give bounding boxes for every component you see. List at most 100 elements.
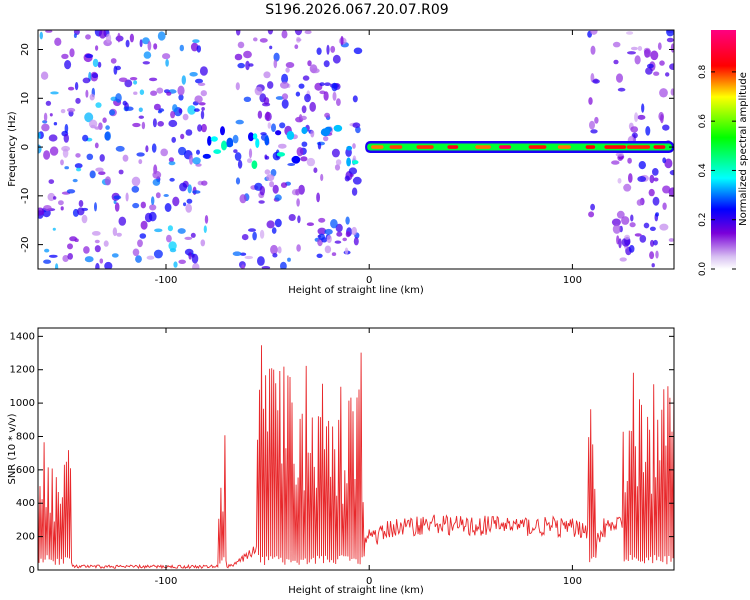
- heatmap-cell: [300, 156, 308, 162]
- heatmap-cell: [615, 152, 624, 157]
- heatmap-cell: [241, 264, 245, 269]
- heatmap-cell: [286, 130, 295, 140]
- heatmap-cell: [618, 238, 622, 249]
- heatmap-cell: [298, 83, 305, 89]
- heatmap-cell: [48, 254, 58, 258]
- heatmap-cell: [221, 140, 227, 151]
- heatmap-cell: [45, 100, 52, 106]
- heatmap-cell: [333, 124, 343, 132]
- heatmap-cell: [102, 117, 107, 123]
- heatmap-cell: [247, 158, 253, 164]
- heatmap-cell: [232, 134, 239, 144]
- heatmap-cell: [335, 159, 342, 166]
- x-tick-label: 0: [366, 275, 372, 286]
- heatmap-cell: [173, 261, 178, 268]
- heatmap-cell: [669, 169, 674, 176]
- heatmap-cell: [68, 86, 75, 91]
- heatmap-cell: [638, 161, 646, 170]
- heatmap-cell: [183, 202, 187, 207]
- heatmap-cell: [44, 248, 50, 253]
- heatmap-cell: [192, 157, 201, 165]
- heatmap-cell: [653, 177, 659, 182]
- heatmap-cell: [275, 130, 282, 136]
- ridge-peak: [371, 145, 384, 149]
- heatmap-cell: [189, 72, 198, 77]
- heatmap-cell: [252, 133, 258, 140]
- heatmap-cell: [634, 55, 641, 65]
- colorbar-tick-label: 0.6: [698, 114, 708, 129]
- ridge-peak: [604, 145, 627, 149]
- heatmap-cell: [285, 67, 290, 73]
- heatmap-cell: [172, 196, 180, 207]
- heatmap-cell: [248, 148, 253, 159]
- heatmap-cell: [331, 82, 338, 92]
- heatmap-cell: [291, 155, 301, 164]
- heatmap-cell: [118, 216, 127, 226]
- heatmap-cell: [138, 115, 144, 119]
- heatmap-cell: [89, 93, 95, 101]
- heatmap-y-axis: 20 10 0 -10 -20: [20, 43, 674, 253]
- heatmap-cell: [43, 112, 48, 122]
- heatmap-cell: [336, 231, 343, 237]
- heatmap-cell: [168, 157, 174, 163]
- heatmap-cell: [39, 31, 43, 40]
- heatmap-cell: [306, 157, 316, 167]
- heatmap-cell: [662, 124, 670, 131]
- heatmap-cell: [272, 184, 279, 194]
- heatmap-cell: [296, 38, 302, 42]
- heatmap-cell: [184, 236, 193, 240]
- heatmap-cell: [304, 30, 312, 35]
- heatmap-cell: [207, 135, 212, 146]
- heatmap-cell: [344, 175, 350, 182]
- heatmap-cell: [60, 206, 64, 211]
- heatmap-cell: [645, 126, 651, 136]
- heatmap-cell: [235, 119, 244, 125]
- heatmap-cell: [647, 63, 654, 69]
- heatmap-cell: [129, 33, 134, 43]
- heatmap-cell: [345, 216, 350, 225]
- heatmap-cell: [649, 251, 655, 260]
- heatmap-cell: [157, 31, 166, 41]
- heatmap-cell: [266, 174, 275, 182]
- heatmap-cell: [94, 239, 100, 244]
- heatmap-cell: [324, 82, 331, 86]
- heatmap-cell: [185, 203, 192, 213]
- heatmap-cell: [114, 202, 120, 212]
- heatmap-cell: [288, 214, 296, 221]
- heatmap-cell: [165, 59, 169, 67]
- heatmap-cell: [177, 228, 186, 234]
- heatmap-cell: [95, 167, 104, 172]
- heatmap-cell: [669, 63, 674, 70]
- snr-y-label: SNR (10 * v/v): [7, 413, 18, 484]
- heatmap-cell: [324, 112, 330, 118]
- heatmap-cell: [345, 231, 351, 238]
- heatmap-cell: [267, 81, 274, 89]
- heatmap-cell: [153, 249, 163, 259]
- heatmap-cell: [588, 97, 593, 105]
- heatmap-cell: [167, 225, 173, 232]
- heatmap-cell: [275, 96, 284, 100]
- heatmap-cell: [196, 45, 201, 53]
- heatmap-cell: [655, 212, 659, 217]
- heatmap-cell: [210, 136, 218, 142]
- heatmap-cell: [285, 62, 295, 68]
- heatmap-cell: [76, 167, 82, 172]
- heatmap-cell: [53, 196, 57, 200]
- heatmap-cell: [323, 136, 329, 142]
- y-tick-label: 400: [16, 498, 35, 509]
- heatmap-cell: [142, 61, 150, 65]
- heatmap-cell: [267, 30, 273, 35]
- heatmap-cell: [131, 185, 140, 193]
- heatmap-cell: [192, 39, 200, 43]
- heatmap-cell: [619, 257, 627, 262]
- heatmap-cell: [147, 40, 152, 51]
- heatmap-cell: [139, 233, 147, 239]
- heatmap-cell: [153, 103, 161, 111]
- heatmap-cell: [75, 153, 81, 158]
- heatmap-cell: [170, 110, 176, 119]
- heatmap-cell: [113, 195, 122, 200]
- heatmap-cell: [237, 62, 245, 69]
- heatmap-cell: [306, 222, 314, 226]
- heatmap-cell: [263, 71, 271, 79]
- heatmap-cell: [623, 183, 632, 192]
